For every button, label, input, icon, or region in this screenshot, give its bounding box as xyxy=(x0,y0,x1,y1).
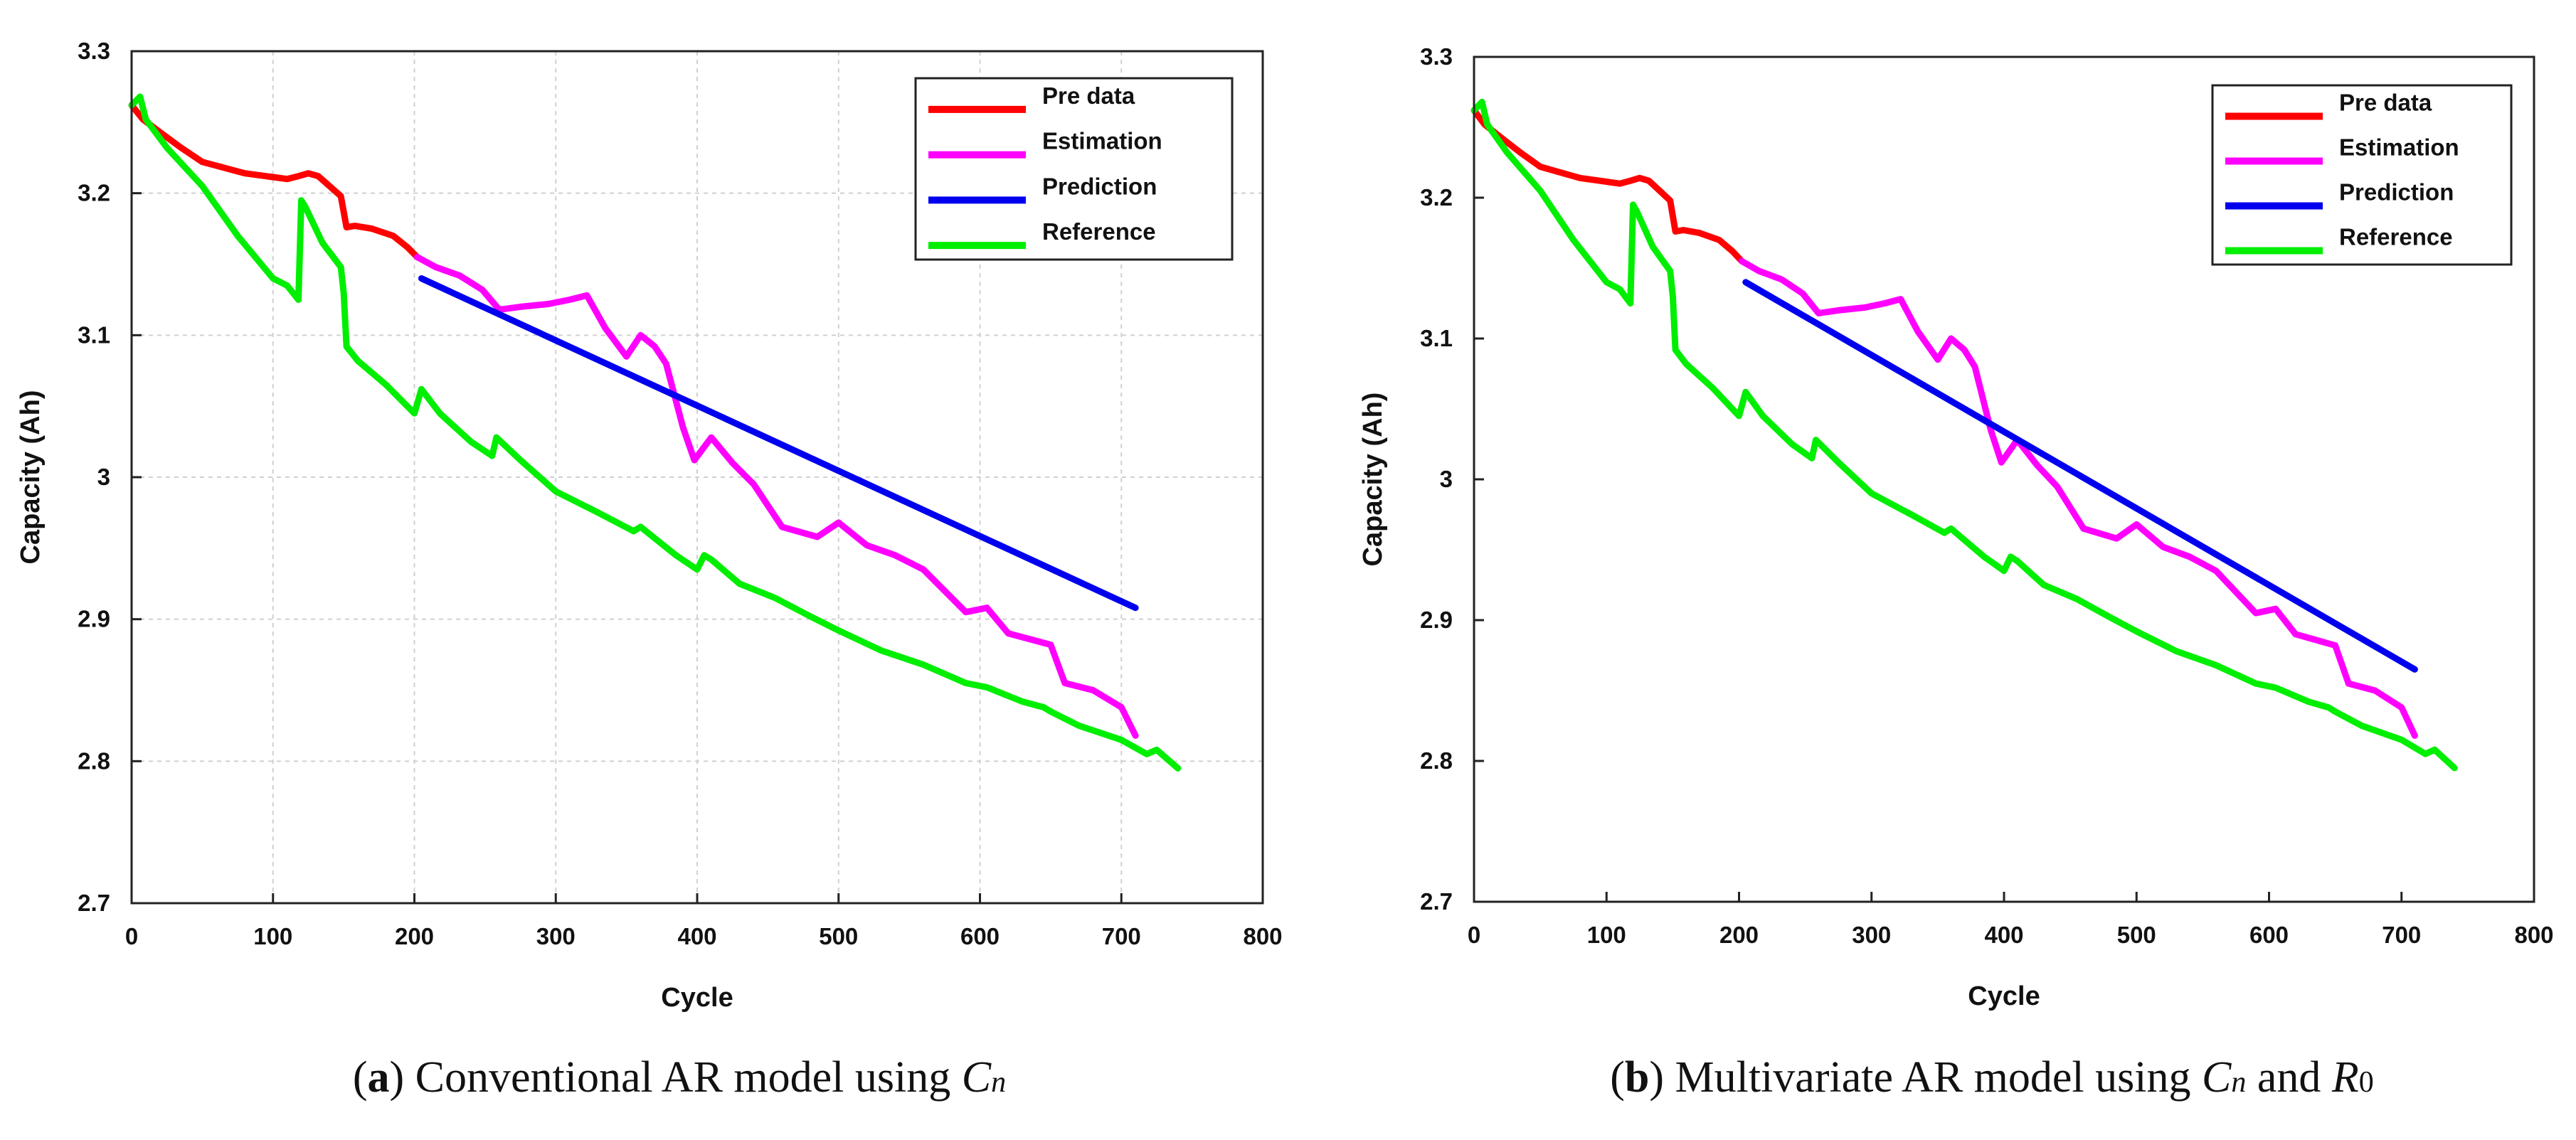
panel-b-x-tick-label: 300 xyxy=(1852,922,1891,948)
panel-b-x-axis-label: Cycle xyxy=(1968,981,2040,1011)
panel-b-x-tick-label: 400 xyxy=(1984,922,2023,948)
panel-b-legend-label: Prediction xyxy=(2339,179,2454,206)
panel-a-x-tick-label: 600 xyxy=(960,923,1000,949)
panel-a-x-axis-label: Cycle xyxy=(661,983,733,1013)
panel-a-x-tick-label: 300 xyxy=(536,923,576,949)
panel-b-y-tick-label: 2.7 xyxy=(1420,888,1453,915)
panel-b-x-tick-label: 800 xyxy=(2514,922,2553,948)
panel-a-series-prediction xyxy=(418,275,1139,612)
panel-a-caption: (a) Conventional AR model using Cn xyxy=(353,1053,1006,1102)
panel-b-series-prediction xyxy=(1742,279,2418,673)
panel-b-legend-label: Estimation xyxy=(2339,134,2459,161)
panel-b-legend-label: Reference xyxy=(2339,224,2453,250)
panel-a-x-tick-label: 100 xyxy=(253,923,292,949)
panel-a-chart: 0 100 200 300 400 500 600 700 800 2.7 2.8 2.9 3 3.1 3.… xyxy=(16,38,1283,1102)
panel-b-caption: (b) Multivariate AR model using Cn and R… xyxy=(1610,1053,2374,1102)
panel-a-y-tick-label: 3 xyxy=(97,464,110,490)
panel-a-legend-label: Estimation xyxy=(1042,128,1162,154)
panel-a-x-tick-label: 400 xyxy=(677,923,716,949)
panel-b-y-axis-label: Capacity (Ah) xyxy=(1358,393,1388,567)
panel-a-x-tick-label: 500 xyxy=(819,923,858,949)
panel-a-x-tick-label: 800 xyxy=(1243,923,1282,949)
panel-b-y-tick-label: 2.8 xyxy=(1420,747,1453,774)
panel-a-x-tick-label: 700 xyxy=(1102,923,1141,949)
panel-b-y-tick-label: 3.2 xyxy=(1420,184,1453,211)
panel-b-x-tick-label: 500 xyxy=(2117,922,2156,948)
panel-a-y-tick-label: 2.7 xyxy=(78,890,110,916)
panel-b-chart: 0 100 200 300 400 500 600 700 800 2.7 2.8 2.9 3 3.1 3.… xyxy=(1358,43,2554,1102)
panel-a-x-tick-label: 200 xyxy=(395,923,434,949)
panel-b-y-tick-label: 3.1 xyxy=(1420,325,1453,351)
panel-a-y-tick-label: 2.8 xyxy=(78,747,110,774)
panel-a-legend-label: Reference xyxy=(1042,218,1156,245)
panel-b-y-tick-label: 3 xyxy=(1440,466,1453,492)
panel-a-x-tick-label: 0 xyxy=(125,923,138,949)
panel-a-legend-label: Pre data xyxy=(1042,82,1135,109)
panel-a-legend-label: Prediction xyxy=(1042,173,1157,199)
panel-b-x-tick-label: 600 xyxy=(2249,922,2289,948)
panel-b-x-tick-label: 200 xyxy=(1719,922,1759,948)
panel-b-x-tick-label: 100 xyxy=(1587,922,1626,948)
panel-a-y-tick-label: 3.2 xyxy=(78,180,110,206)
panel-a-y-tick-label: 3.3 xyxy=(78,38,110,64)
panel-b-y-tick-label: 2.9 xyxy=(1420,607,1453,633)
panel-b-series-reference xyxy=(1470,98,2458,772)
panel-a-series-estimation xyxy=(414,254,1139,739)
panel-b-x-tick-label: 0 xyxy=(1468,922,1480,948)
panel-a-series-pre-data xyxy=(128,102,420,260)
panel-a-y-tick-label: 3.1 xyxy=(78,321,110,348)
panel-a-y-tick-label: 2.9 xyxy=(78,606,110,632)
panel-b-x-tick-label: 700 xyxy=(2382,922,2421,948)
panel-a-series-reference xyxy=(128,93,1182,772)
panel-b-y-tick-label: 3.3 xyxy=(1420,43,1453,70)
panel-b-series-pre-data xyxy=(1470,107,1745,265)
panel-a-y-axis-label: Capacity (Ah) xyxy=(16,390,46,565)
panel-b-legend-label: Pre data xyxy=(2339,90,2432,116)
